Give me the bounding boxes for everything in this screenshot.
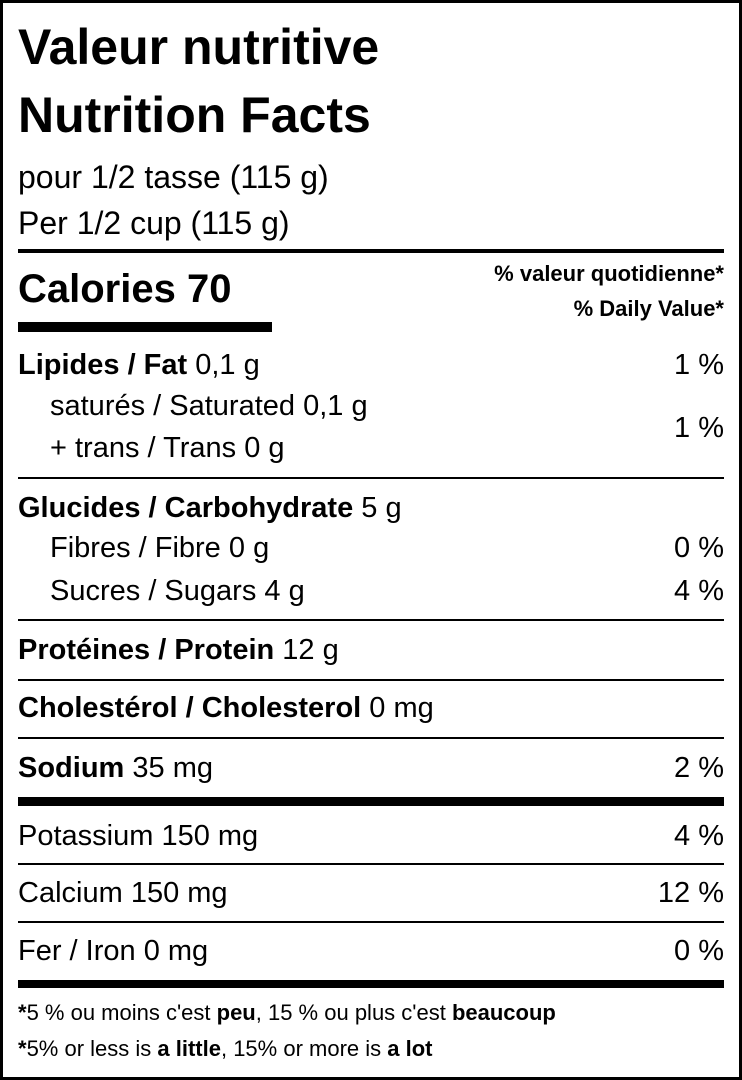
saturated-label: saturés / Saturated [50, 390, 296, 422]
cholesterol-row: Cholestérol / Cholesterol 0 mg [18, 694, 434, 723]
calories-bar [18, 322, 272, 332]
iron-label: Fer / Iron [18, 935, 136, 967]
iron-amount: 0 mg [143, 935, 209, 967]
dv-header-fr: % valeur quotidienne* [494, 261, 724, 286]
cholesterol-label: Cholestérol / Cholesterol [18, 692, 362, 724]
sodium-amount: 35 mg [132, 752, 214, 784]
footnote-bold: a little [157, 1036, 221, 1061]
divider [18, 737, 724, 739]
carb-label: Glucides / Carbohydrate [18, 492, 354, 524]
potassium-dv: 4 % [674, 820, 724, 852]
carb-amount: 5 g [361, 492, 402, 524]
footnote-bold: beaucoup [451, 1000, 556, 1025]
dv-header-en: % Daily Value* [573, 296, 724, 321]
calories: Calories 70 [18, 269, 231, 309]
potassium-amount: 150 mg [161, 820, 259, 852]
sodium-dv: 2 % [674, 752, 724, 784]
thick-divider [18, 797, 724, 806]
title-fr: Valeur nutritive [18, 19, 380, 75]
potassium-label: Potassium [18, 820, 154, 852]
fat-dv: 1 % [674, 349, 724, 381]
cholesterol-amount: 0 mg [369, 692, 434, 724]
divider [18, 249, 724, 253]
sugars-row: Sucres / Sugars 4 g [50, 577, 305, 606]
serving-fr: pour 1/2 tasse (115 g) [18, 159, 329, 195]
trans-label: + trans / Trans [50, 432, 237, 464]
footnote-bold: peu [216, 1000, 256, 1025]
divider [18, 863, 724, 865]
footnote-text: 5 % ou moins c'est [26, 1000, 217, 1025]
divider [18, 477, 724, 479]
calcium-amount: 150 mg [130, 877, 228, 909]
fibre-dv: 0 % [674, 532, 724, 564]
iron-dv: 0 % [674, 935, 724, 967]
footnote-bold: a lot [387, 1036, 433, 1061]
divider [18, 679, 724, 681]
protein-label: Protéines / Protein [18, 634, 275, 666]
sugars-dv: 4 % [674, 575, 724, 607]
fibre-row: Fibres / Fibre 0 g [50, 534, 269, 563]
footnote-text: 5% or less is [26, 1036, 158, 1061]
thick-divider [18, 980, 724, 988]
asterisk: * [18, 1000, 27, 1025]
saturated-trans-dv: 1 % [674, 412, 724, 444]
calcium-row: Calcium 150 mg [18, 879, 228, 908]
protein-amount: 12 g [282, 634, 339, 666]
trans-row: + trans / Trans 0 g [50, 434, 285, 463]
title-en: Nutrition Facts [18, 87, 371, 143]
calories-label: Calories [18, 267, 176, 311]
footnote-fr: *5 % ou moins c'est peu, 15 % ou plus c'… [18, 1002, 556, 1024]
sodium-label: Sodium [18, 752, 125, 784]
asterisk: * [18, 1036, 27, 1061]
iron-row: Fer / Iron 0 mg [18, 937, 208, 966]
saturated-row: saturés / Saturated 0,1 g [50, 392, 368, 421]
protein-row: Protéines / Protein 12 g [18, 636, 339, 665]
footnote-text: , 15 % ou plus c'est [255, 1000, 452, 1025]
calories-value: 70 [186, 267, 232, 311]
potassium-row: Potassium 150 mg [18, 822, 258, 851]
divider [18, 619, 724, 621]
sugars-label: Sucres / Sugars [50, 575, 257, 607]
serving-en: Per 1/2 cup (115 g) [18, 205, 290, 241]
sugars-amount: 4 g [264, 575, 305, 607]
fibre-label: Fibres / Fibre [50, 532, 221, 564]
footnote-en: *5% or less is a little, 15% or more is … [18, 1038, 432, 1060]
fibre-amount: 0 g [228, 532, 270, 564]
fat-label: Lipides / Fat [18, 349, 188, 381]
fat-row: Lipides / Fat 0,1 g [18, 351, 260, 380]
calcium-label: Calcium [18, 877, 123, 909]
divider [18, 921, 724, 923]
calcium-dv: 12 % [657, 877, 724, 909]
fat-amount: 0,1 g [195, 349, 260, 381]
trans-amount: 0 g [244, 432, 285, 464]
saturated-amount: 0,1 g [303, 390, 368, 422]
carb-row: Glucides / Carbohydrate 5 g [18, 494, 402, 523]
footnote-text: , 15% or more is [220, 1036, 388, 1061]
sodium-row: Sodium 35 mg [18, 754, 213, 783]
